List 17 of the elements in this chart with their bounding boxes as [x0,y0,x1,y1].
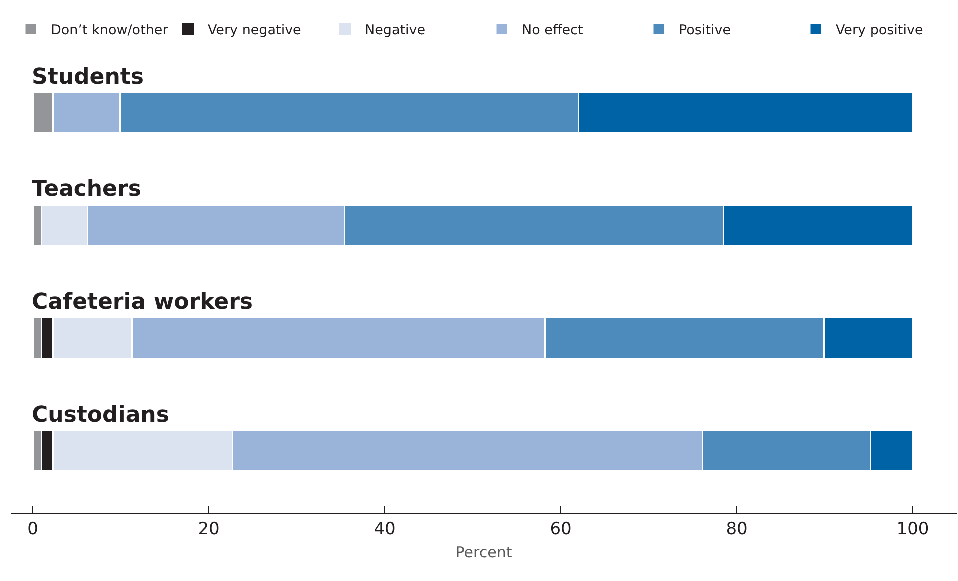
legend-label: No effect [522,22,584,39]
legend-label: Positive [679,22,732,39]
y-tick-label: Cafeteria workers [32,290,254,315]
x-tick-label: 100 [896,520,930,540]
legend-label: Don’t know/other [51,22,169,39]
y-tick-label: Students [32,65,144,90]
x-tick-label: 20 [198,520,220,540]
x-tick-label: 0 [28,520,38,540]
legend-label: Very negative [208,22,302,39]
x-tick-label: 40 [374,520,396,540]
x-tick-label: 60 [550,520,572,540]
y-tick-label: Teachers [32,177,142,202]
legend-label: Negative [365,22,426,39]
y-tick-label: Custodians [32,403,170,428]
legend-label: Very positive [836,22,924,39]
x-axis-title: Percent [456,544,512,562]
x-tick-label: 80 [726,520,748,540]
